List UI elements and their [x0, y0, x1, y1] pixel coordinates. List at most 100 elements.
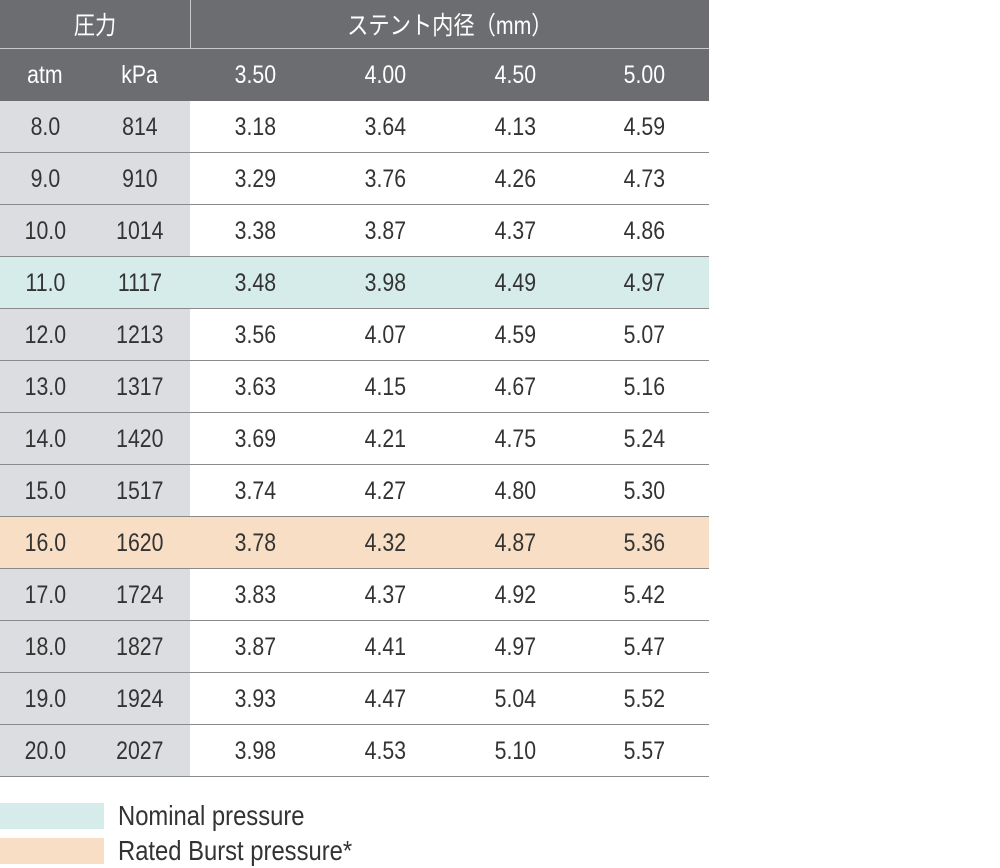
cell: 20.0 — [24, 736, 66, 765]
cell: 1724 — [116, 580, 164, 609]
cell: 4.32 — [364, 528, 406, 557]
pressure-bg — [0, 361, 190, 412]
cell: 4.87 — [494, 528, 536, 557]
cell: 5.36 — [623, 528, 666, 557]
pressure-bg — [0, 621, 190, 672]
cell: 1117 — [117, 268, 163, 297]
cell: 3.56 — [234, 320, 276, 349]
cell: 19.0 — [24, 684, 66, 713]
cell: 3.98 — [364, 268, 406, 297]
cell: 4.49 — [494, 268, 536, 297]
cell: 4.07 — [364, 320, 406, 349]
legend-label: Rated Burst pressure* — [118, 835, 353, 866]
column-header: 3.50 — [190, 49, 320, 101]
header-divider — [0, 48, 709, 49]
cell: 1827 — [116, 632, 164, 661]
pressure-bg — [0, 725, 190, 776]
cell: 4.47 — [364, 684, 406, 713]
cell: 4.59 — [494, 320, 536, 349]
cell: 5.10 — [494, 736, 536, 765]
cell: 4.92 — [494, 580, 536, 609]
cell: 5.42 — [623, 580, 666, 609]
pressure-bg — [0, 101, 190, 152]
cell: 4.15 — [364, 372, 406, 401]
cell: 1420 — [116, 424, 164, 453]
cell: 16.0 — [24, 528, 66, 557]
cell: 4.37 — [364, 580, 406, 609]
cell: 10.0 — [24, 216, 66, 245]
cell: 5.57 — [623, 736, 666, 765]
cell: 814 — [122, 112, 158, 141]
cell: 5.52 — [623, 684, 666, 713]
cell: 3.93 — [234, 684, 276, 713]
cell: 3.29 — [234, 164, 276, 193]
cell: 4.26 — [494, 164, 536, 193]
cell: 4.41 — [364, 632, 406, 661]
header-group: 圧力 — [0, 0, 190, 48]
cell: 3.18 — [234, 112, 276, 141]
cell: 4.53 — [364, 736, 406, 765]
pressure-bg — [0, 413, 190, 464]
column-header: 4.50 — [450, 49, 580, 101]
cell: 5.07 — [623, 320, 666, 349]
row-bg — [0, 517, 709, 569]
cell: 4.86 — [623, 216, 666, 245]
cell: 4.80 — [494, 476, 536, 505]
cell: 3.69 — [234, 424, 276, 453]
cell: 4.73 — [623, 164, 666, 193]
cell: 4.97 — [494, 632, 536, 661]
column-header: kPa — [90, 49, 190, 101]
cell: 9.0 — [30, 164, 60, 193]
pressure-bg — [0, 205, 190, 256]
pressure-bg — [0, 465, 190, 516]
cell: 1924 — [116, 684, 164, 713]
cell: 4.27 — [364, 476, 406, 505]
cell: 3.64 — [364, 112, 406, 141]
cell: 4.67 — [494, 372, 536, 401]
cell: 13.0 — [24, 372, 66, 401]
legend-swatch — [0, 838, 104, 864]
legend-label: Nominal pressure — [118, 800, 305, 831]
cell: 3.74 — [234, 476, 276, 505]
pressure-bg — [0, 309, 190, 360]
cell: 3.63 — [234, 372, 276, 401]
cell: 3.38 — [234, 216, 276, 245]
cell: 5.04 — [494, 684, 536, 713]
cell: 15.0 — [24, 476, 66, 505]
cell: 18.0 — [24, 632, 66, 661]
cell: 2027 — [116, 736, 164, 765]
header-group: ステント内径（mm） — [190, 0, 709, 48]
cell: 17.0 — [24, 580, 66, 609]
cell: 3.98 — [234, 736, 276, 765]
cell: 12.0 — [24, 320, 66, 349]
cell: 3.87 — [364, 216, 406, 245]
cell: 5.47 — [623, 632, 666, 661]
cell: 5.16 — [623, 372, 666, 401]
cell: 3.87 — [234, 632, 276, 661]
cell: 910 — [122, 164, 158, 193]
cell: 4.21 — [364, 424, 406, 453]
pressure-bg — [0, 153, 190, 204]
cell: 11.0 — [25, 268, 65, 297]
column-header: 4.00 — [320, 49, 450, 101]
cell: 3.48 — [234, 268, 276, 297]
cell: 4.37 — [494, 216, 536, 245]
cell: 4.75 — [494, 424, 536, 453]
cell: 1517 — [116, 476, 164, 505]
column-header: atm — [0, 49, 90, 101]
cell: 1317 — [116, 372, 164, 401]
pressure-bg — [0, 673, 190, 724]
cell: 1620 — [116, 528, 164, 557]
cell: 4.97 — [623, 268, 666, 297]
cell: 1213 — [116, 320, 164, 349]
column-header: 5.00 — [580, 49, 709, 101]
cell: 5.24 — [623, 424, 666, 453]
row-bg — [0, 257, 709, 309]
cell: 14.0 — [24, 424, 66, 453]
cell: 3.76 — [364, 164, 406, 193]
legend-swatch — [0, 803, 104, 829]
cell: 3.78 — [234, 528, 276, 557]
cell: 4.13 — [494, 112, 536, 141]
cell: 1014 — [116, 216, 164, 245]
